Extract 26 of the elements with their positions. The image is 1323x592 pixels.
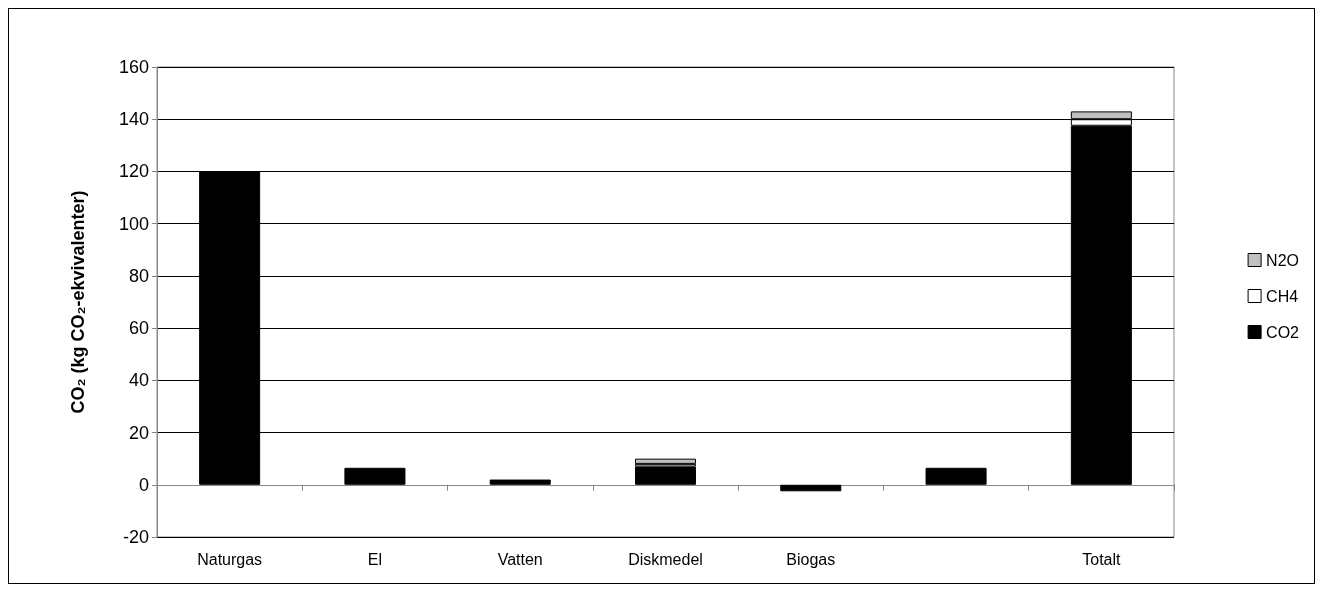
legend-label: N2O [1266,251,1300,269]
y-tick-label: 80 [128,265,149,286]
x-tick-label: Naturgas [197,550,263,568]
x-tick-label: Diskmedel [628,550,703,568]
y-tick-label: 160 [118,57,149,77]
x-tick-label: Vatten [497,550,543,568]
x-tick-label: Totalt [1082,550,1122,568]
y-tick-label: 0 [138,474,149,495]
y-tick-label: 140 [118,109,149,130]
bar [634,458,697,464]
y-axis-title: CO₂ (kg CO₂-ekvivalenter) [68,190,88,414]
bar [634,466,697,485]
bar [780,484,842,492]
x-tick-label: El [367,550,383,568]
bar [344,467,406,485]
y-tick-label: -20 [122,527,149,547]
y-tick-label: 100 [118,213,149,234]
y-tick-label: 60 [128,318,149,339]
legend-label: CH4 [1266,287,1299,305]
bar [925,467,987,485]
x-tick-label: Biogas [786,550,836,568]
y-tick-label: 20 [128,422,149,443]
y-tick-label: 120 [118,161,149,182]
bar [489,479,551,485]
y-tick-label: 40 [128,370,149,391]
legend-label: CO2 [1266,323,1300,341]
